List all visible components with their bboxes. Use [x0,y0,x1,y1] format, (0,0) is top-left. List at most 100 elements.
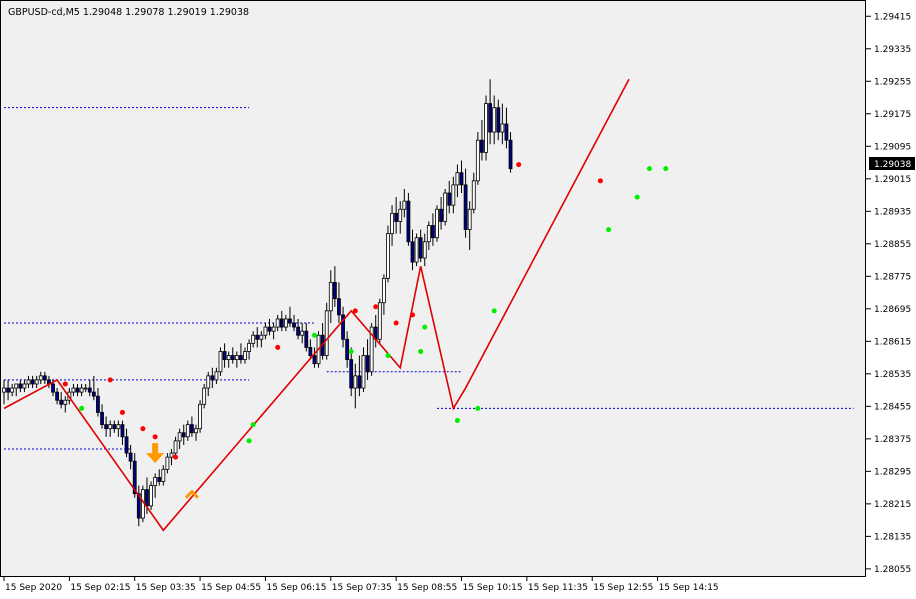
candle [422,233,427,267]
candle [341,306,345,348]
signal-arrows [146,443,199,499]
x-tick-label: 15 Sep 03:35 [136,583,196,593]
y-tick-label: 1.28055 [874,565,911,575]
candle [426,221,431,250]
candle [214,367,219,384]
candle [447,180,452,214]
buy-dot [79,405,85,411]
candle [296,318,301,340]
candle [451,176,456,214]
zigzag-line [3,78,630,532]
candle [271,323,276,340]
candle [234,351,239,368]
candle [222,343,227,368]
sell-dot [352,308,358,314]
candles [2,79,513,527]
sell-dot [516,162,522,168]
sell-dot [62,381,68,387]
candle [345,331,350,368]
sell-dot [393,320,399,326]
candle [369,323,374,376]
candle [398,201,403,234]
buy-dot [606,227,612,233]
candle [488,79,493,145]
candle [198,400,202,433]
candle [300,323,305,344]
candle [124,428,129,458]
x-tick-label: 15 Sep 06:15 [266,583,326,593]
x-tick-label: 15 Sep 12:55 [593,583,653,593]
y-tick-label: 1.29255 [874,77,911,87]
time-axis[interactable]: 15 Sep 2020 15 Sep 02:15 15 Sep 03:35 15 Se… [3,577,719,593]
candle [75,383,80,397]
x-tick-label: 15 Sep 2020 [5,583,62,593]
candle [463,168,468,238]
candle [38,371,43,384]
candle [484,95,488,161]
candle [349,347,354,397]
candle [14,383,19,397]
candle [267,318,272,336]
candle [173,436,178,458]
y-tick-label: 1.28855 [874,240,911,250]
candle [496,99,501,141]
candle [108,420,113,437]
y-tick-label: 1.28775 [874,272,911,282]
candle [83,383,88,393]
buy-dot [311,332,317,338]
candle [394,197,399,234]
candle [63,396,68,413]
candle [353,363,358,409]
candle [480,119,484,161]
y-tick-label: 1.28135 [874,532,911,542]
candle [402,188,407,218]
buy-dot [475,405,481,411]
candle [504,107,509,149]
candle [165,453,170,474]
candle [410,229,415,271]
candle [26,375,31,389]
candle [6,379,10,401]
buy-dot [385,353,391,359]
candle [22,379,27,393]
chart-title: GBPUSD-cd,M5 1.29048 1.29078 1.29019 1.2… [8,7,249,18]
candle [251,331,256,348]
y-tick-label: 1.29175 [874,110,911,120]
candle [255,327,260,348]
candle [79,383,84,397]
sell-dot [173,454,179,460]
x-tick-label: 15 Sep 04:55 [201,583,261,593]
candle [288,306,292,328]
candle [275,314,280,332]
current-price-marker: 1.29038 [869,157,915,170]
candle [202,383,207,409]
sell-dot [107,377,113,383]
current-price-label: 1.29038 [874,160,911,170]
candle [185,420,190,441]
sell-dot [152,434,158,440]
candle [365,339,370,380]
candle [439,197,443,230]
price-axis[interactable]: 1.29415 1.29335 1.29255 1.29175 1.29095 1.290… [866,12,911,575]
candle [381,274,386,315]
sell-dot [373,304,379,310]
candle [492,95,497,145]
candle [91,375,96,401]
candle [100,404,104,429]
candle [500,103,505,145]
y-tick-label: 1.29015 [874,175,911,185]
candle [96,388,100,417]
buy-dot [634,194,640,200]
zigzag-lines [3,78,630,532]
candle [243,347,247,364]
candle [312,347,317,368]
x-tick-label: 15 Sep 08:55 [397,583,457,593]
x-tick-label: 15 Sep 11:35 [528,583,588,593]
candle [104,416,109,437]
sell-dot [119,409,125,415]
plot-area[interactable] [0,0,866,577]
signal-dots [62,162,669,460]
candle [112,420,117,433]
candle [247,339,251,360]
